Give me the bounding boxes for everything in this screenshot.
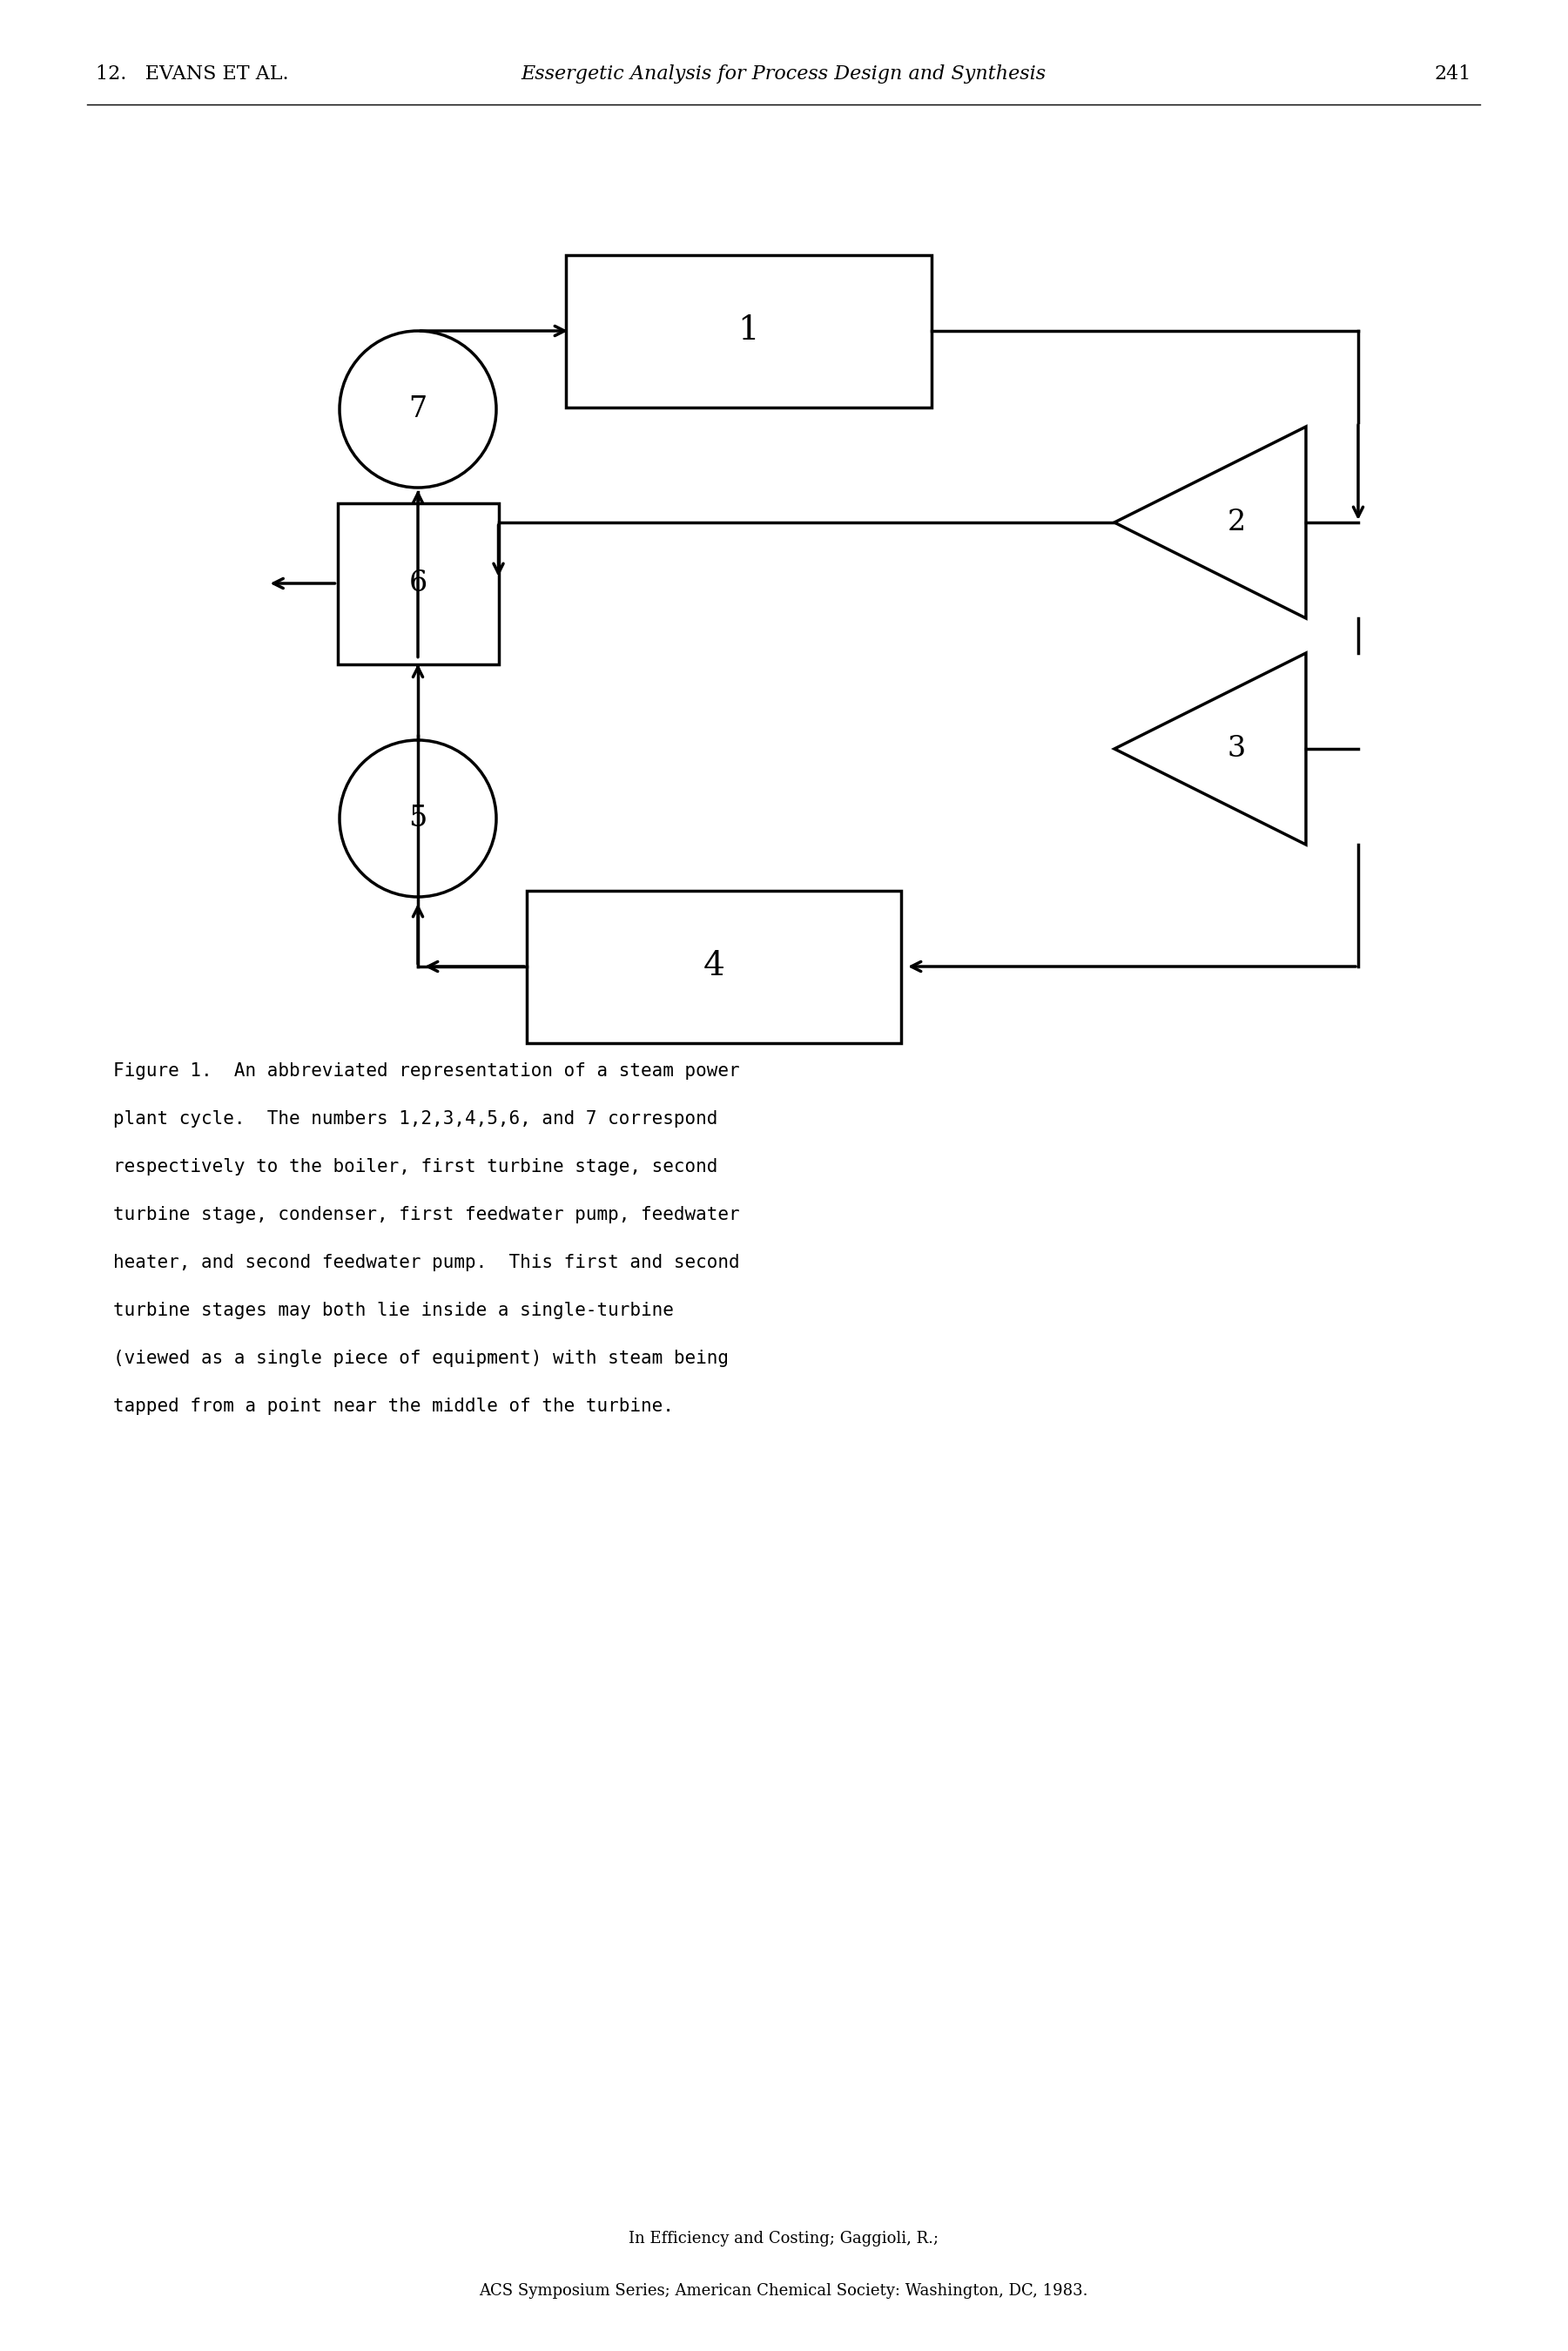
Text: respectively to the boiler, first turbine stage, second: respectively to the boiler, first turbin… xyxy=(113,1159,718,1176)
Bar xyxy=(337,503,499,663)
Text: 3: 3 xyxy=(1228,736,1245,762)
Text: ACS Symposium Series; American Chemical Society: Washington, DC, 1983.: ACS Symposium Series; American Chemical … xyxy=(480,2283,1088,2299)
Text: (viewed as a single piece of equipment) with steam being: (viewed as a single piece of equipment) … xyxy=(113,1349,729,1366)
Text: heater, and second feedwater pump.  This first and second: heater, and second feedwater pump. This … xyxy=(113,1253,740,1272)
Text: 2: 2 xyxy=(1228,508,1245,536)
Text: Essergetic Analysis for Process Design and Synthesis: Essergetic Analysis for Process Design a… xyxy=(521,63,1046,85)
Text: turbine stages may both lie inside a single-turbine: turbine stages may both lie inside a sin… xyxy=(113,1302,674,1319)
Text: plant cycle.  The numbers 1,2,3,4,5,6, and 7 correspond: plant cycle. The numbers 1,2,3,4,5,6, an… xyxy=(113,1110,718,1128)
Bar xyxy=(566,254,931,407)
Text: 4: 4 xyxy=(702,950,724,983)
Text: Figure 1.  An abbreviated representation of a steam power: Figure 1. An abbreviated representation … xyxy=(113,1063,740,1079)
Text: 7: 7 xyxy=(409,395,426,423)
Text: tapped from a point near the middle of the turbine.: tapped from a point near the middle of t… xyxy=(113,1396,674,1415)
Text: 5: 5 xyxy=(409,804,426,832)
Text: turbine stage, condenser, first feedwater pump, feedwater: turbine stage, condenser, first feedwate… xyxy=(113,1206,740,1223)
Text: 12.   EVANS ET AL.: 12. EVANS ET AL. xyxy=(96,63,289,85)
Text: 1: 1 xyxy=(739,315,759,348)
Text: In Efficiency and Costing; Gaggioli, R.;: In Efficiency and Costing; Gaggioli, R.; xyxy=(629,2231,939,2248)
Bar xyxy=(527,891,902,1044)
Text: 6: 6 xyxy=(409,569,426,597)
Text: 241: 241 xyxy=(1435,63,1471,85)
